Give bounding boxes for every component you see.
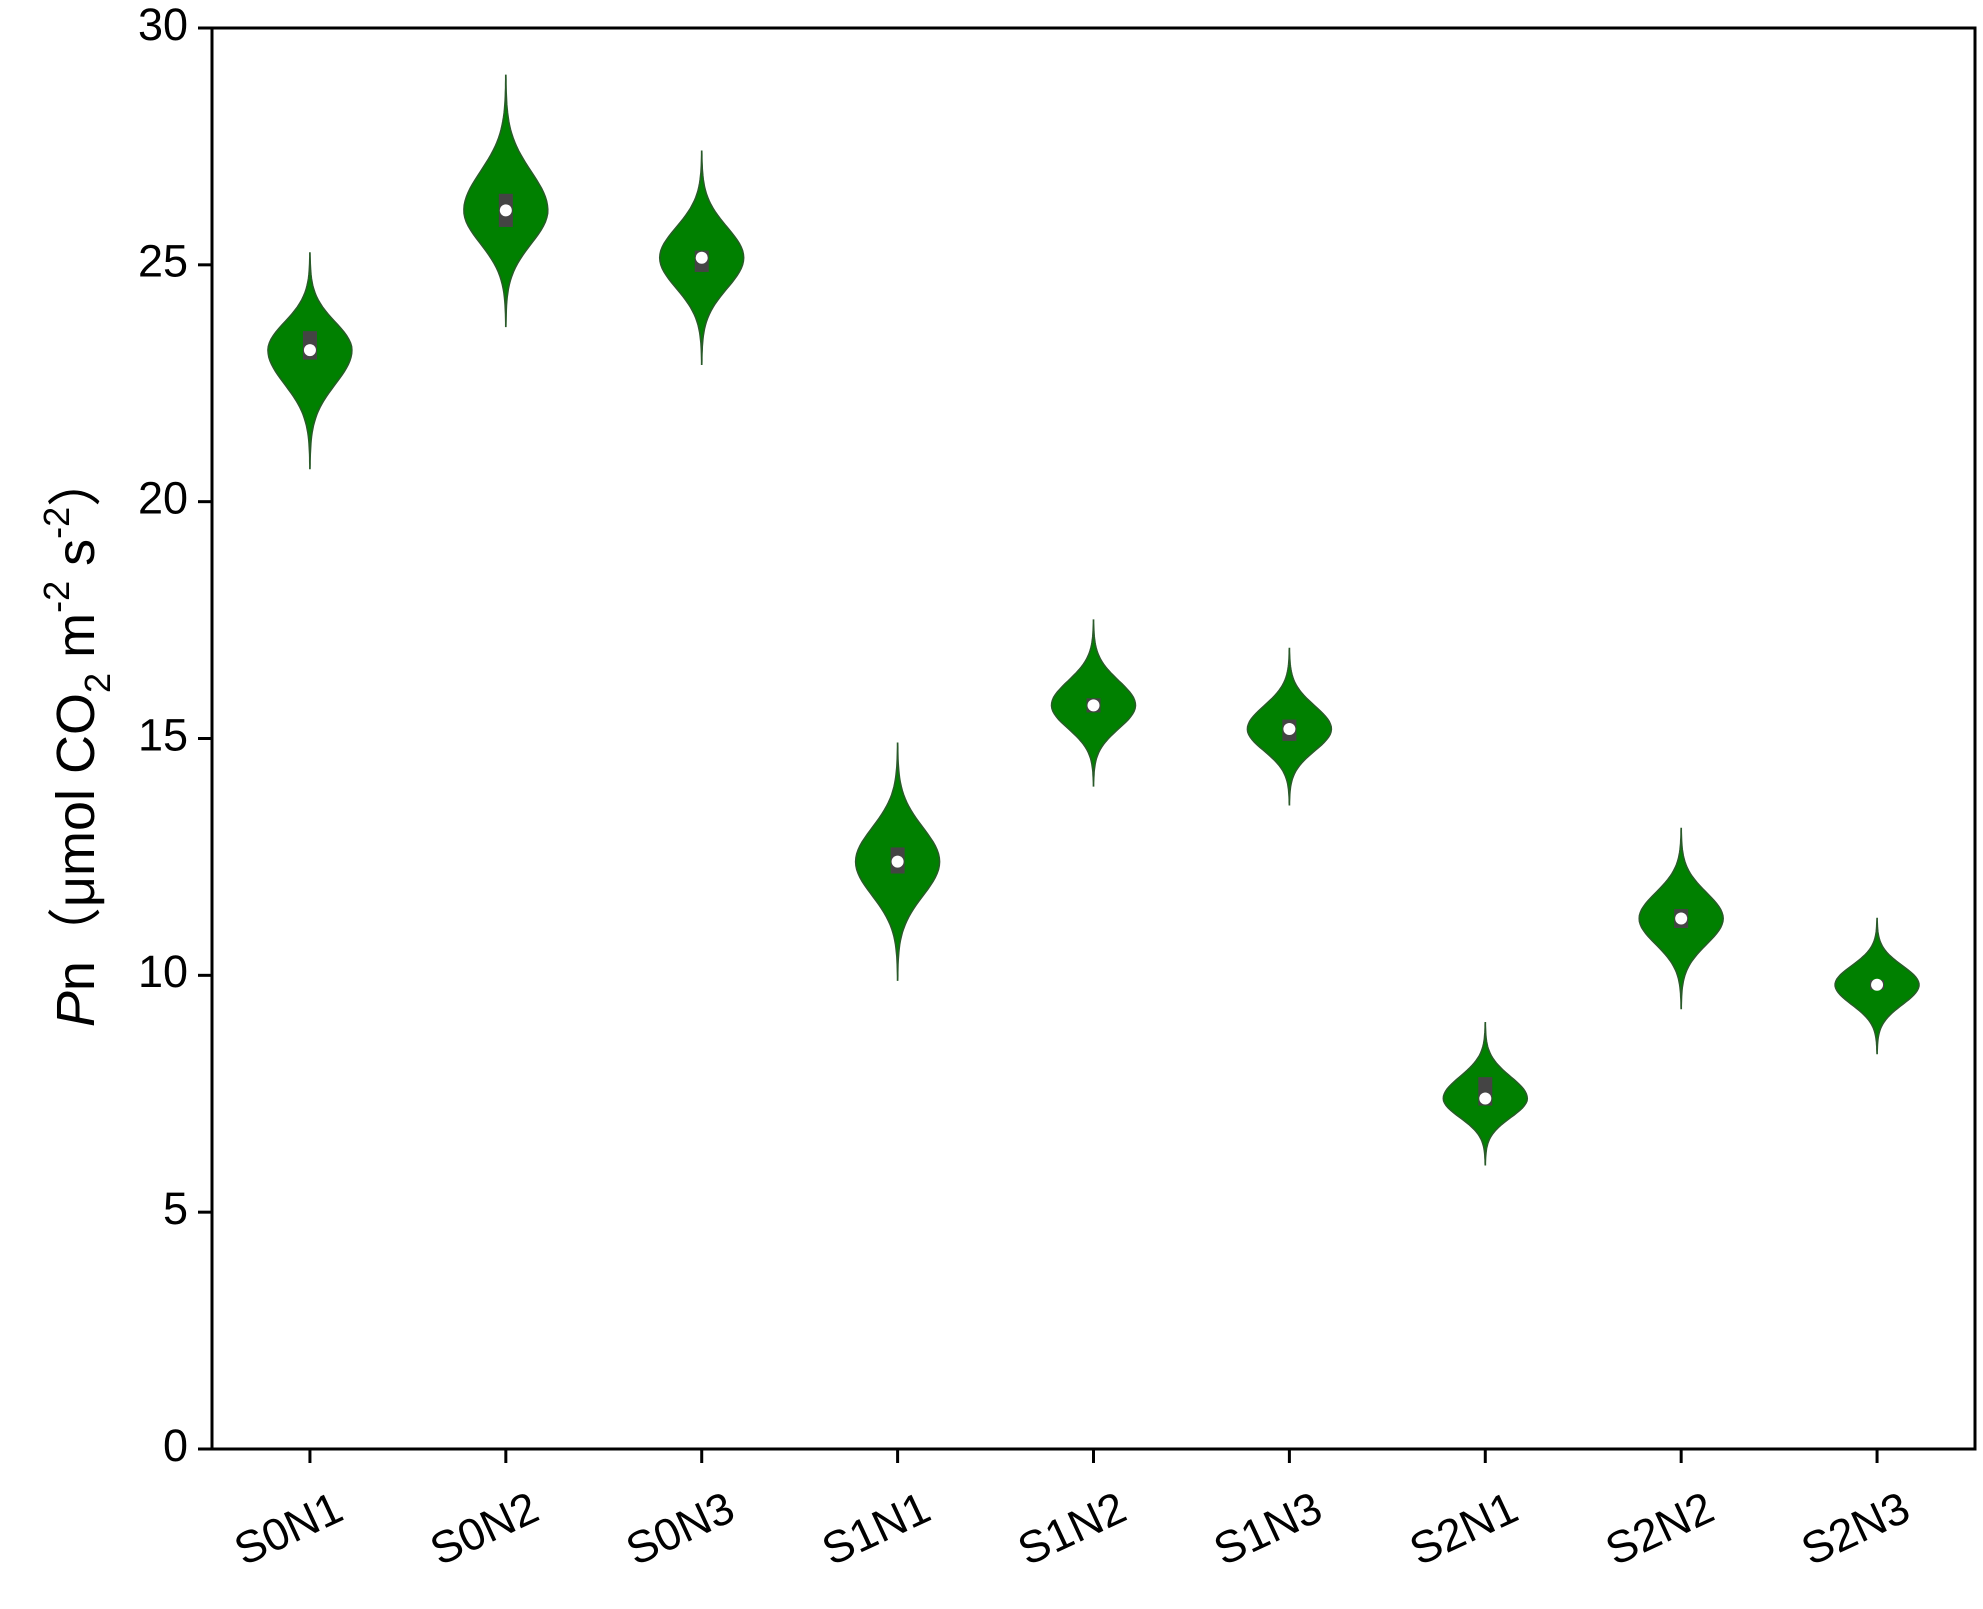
median-dot bbox=[1479, 1092, 1492, 1105]
median-dot bbox=[1871, 978, 1884, 991]
y-axis-label-part: P bbox=[46, 991, 106, 1027]
median-dot bbox=[1675, 912, 1688, 925]
median-dot bbox=[1087, 699, 1100, 712]
y-axis-label-part: 2 bbox=[77, 673, 118, 693]
median-dot bbox=[1283, 723, 1296, 736]
x-tick-label: S2N1 bbox=[1402, 1482, 1526, 1576]
x-tick-label: S2N2 bbox=[1598, 1482, 1722, 1576]
y-axis-label-part: s bbox=[46, 539, 106, 581]
violin bbox=[267, 252, 353, 470]
y-axis-label: Pn（μmol CO2 m-2 s-2） bbox=[36, 453, 118, 1027]
y-tick-label: 25 bbox=[138, 236, 188, 287]
y-axis-label-part: ） bbox=[46, 453, 106, 507]
x-tick-label: S1N1 bbox=[814, 1482, 938, 1576]
x-tick-label: S0N2 bbox=[422, 1482, 546, 1576]
y-tick-label: 5 bbox=[163, 1183, 188, 1234]
median-dot bbox=[499, 204, 512, 217]
x-tick-label: S0N1 bbox=[226, 1482, 350, 1576]
median-dot bbox=[891, 855, 904, 868]
y-tick-label: 30 bbox=[138, 0, 188, 50]
y-tick-label: 20 bbox=[138, 473, 188, 524]
x-tick-label: S0N3 bbox=[618, 1482, 742, 1576]
y-axis-label-part: -2 bbox=[36, 581, 77, 613]
x-tick-label: S2N3 bbox=[1794, 1482, 1918, 1576]
y-axis-label-part: n（μmol CO bbox=[46, 693, 106, 991]
y-axis-label-part: m bbox=[46, 613, 106, 673]
x-tick-label: S1N3 bbox=[1206, 1482, 1330, 1576]
x-tick-label: S1N2 bbox=[1010, 1482, 1134, 1576]
median-dot bbox=[303, 344, 316, 357]
y-axis-label-part: -2 bbox=[36, 507, 77, 539]
y-tick-label: 15 bbox=[138, 709, 188, 760]
y-tick-label: 10 bbox=[138, 946, 188, 997]
median-dot bbox=[695, 251, 708, 264]
y-tick-label: 0 bbox=[163, 1420, 188, 1471]
